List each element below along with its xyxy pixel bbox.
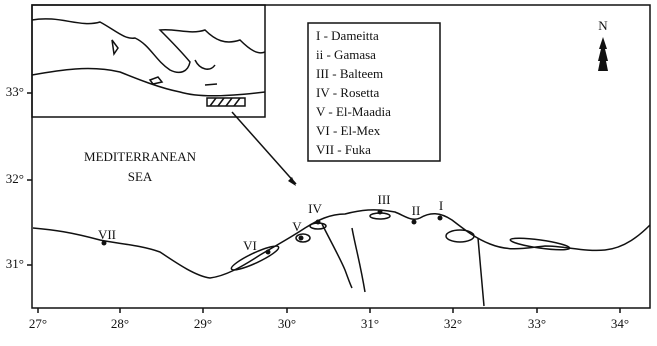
legend-entry: IV - Rosetta [316,85,380,100]
north-arrow [598,37,608,71]
legend: I - Dameitta ii - Gamasa III - Balteem I… [307,22,441,162]
sea-label: MEDITERRANEAN [84,149,197,164]
north-label: N [598,18,608,33]
legend-entry: I - Dameitta [316,28,379,43]
y-ticks: 33° 32° 31° [6,84,32,271]
arrowhead [288,177,296,186]
legend-entry: III - Balteem [316,66,383,81]
tick-label: 32° [444,316,462,331]
inset-map [31,4,266,118]
legend-box [307,22,441,162]
coastline [32,209,651,279]
inset-frame [31,4,266,118]
tick-label: 32° [6,171,24,186]
station-markers [101,209,443,255]
nile-damietta [477,237,485,307]
station-label: VI [243,238,257,253]
station-label: III [378,192,391,207]
station-label: V [292,219,302,234]
tick-label: 29° [194,316,212,331]
tick-label: 33° [6,84,24,99]
x-ticks: 27° 28° 29° 30° 31° 32° 33° 34° [29,308,629,331]
legend-entry: VII - Fuka [316,142,371,157]
legend-entry: ii - Gamasa [316,47,376,62]
station-label: VII [98,227,116,242]
tick-label: 33° [528,316,546,331]
lakes [230,212,571,271]
tick-label: 27° [29,316,47,331]
station-label: II [412,203,421,218]
tick-label: 28° [111,316,129,331]
tick-label: 31° [361,316,379,331]
tick-label: 30° [278,316,296,331]
tick-label: 34° [611,316,629,331]
pointer-arrow [231,111,297,185]
tick-label: 31° [6,256,24,271]
nile-rosetta [321,223,366,293]
sea-label: SEA [128,169,153,184]
legend-entry: VI - El-Mex [316,123,381,138]
map-frame [31,4,651,309]
legend-entry: V - El-Maadia [316,104,391,119]
station-label: I [439,198,443,213]
station-label: IV [308,201,322,216]
